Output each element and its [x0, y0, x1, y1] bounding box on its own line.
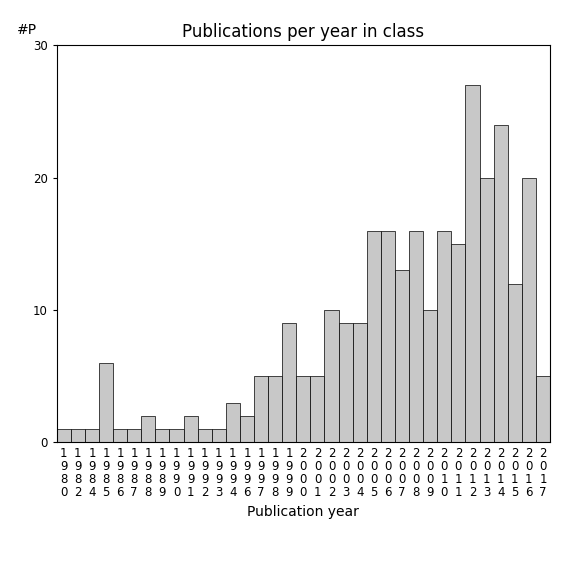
Bar	[522, 177, 536, 442]
Bar	[268, 376, 282, 442]
Bar	[113, 429, 127, 442]
Bar	[395, 270, 409, 442]
Bar	[57, 429, 71, 442]
Bar	[353, 323, 367, 442]
Text: #P: #P	[17, 23, 37, 37]
Bar	[437, 231, 451, 442]
Bar	[141, 416, 155, 442]
Bar	[184, 416, 198, 442]
Bar	[494, 125, 507, 442]
Bar	[297, 376, 310, 442]
Bar	[282, 323, 297, 442]
Bar	[155, 429, 170, 442]
Bar	[99, 363, 113, 442]
Bar	[170, 429, 184, 442]
Bar	[507, 284, 522, 442]
Bar	[536, 376, 550, 442]
Title: Publications per year in class: Publications per year in class	[182, 23, 425, 41]
Bar	[310, 376, 324, 442]
Bar	[198, 429, 211, 442]
Bar	[466, 85, 480, 442]
Bar	[480, 177, 494, 442]
Bar	[409, 231, 423, 442]
Bar	[254, 376, 268, 442]
Bar	[324, 310, 338, 442]
X-axis label: Publication year: Publication year	[247, 505, 359, 519]
Bar	[127, 429, 141, 442]
Bar	[367, 231, 381, 442]
Bar	[226, 403, 240, 442]
Bar	[211, 429, 226, 442]
Bar	[71, 429, 85, 442]
Bar	[338, 323, 353, 442]
Bar	[423, 310, 437, 442]
Bar	[85, 429, 99, 442]
Bar	[381, 231, 395, 442]
Bar	[451, 244, 466, 442]
Bar	[240, 416, 254, 442]
